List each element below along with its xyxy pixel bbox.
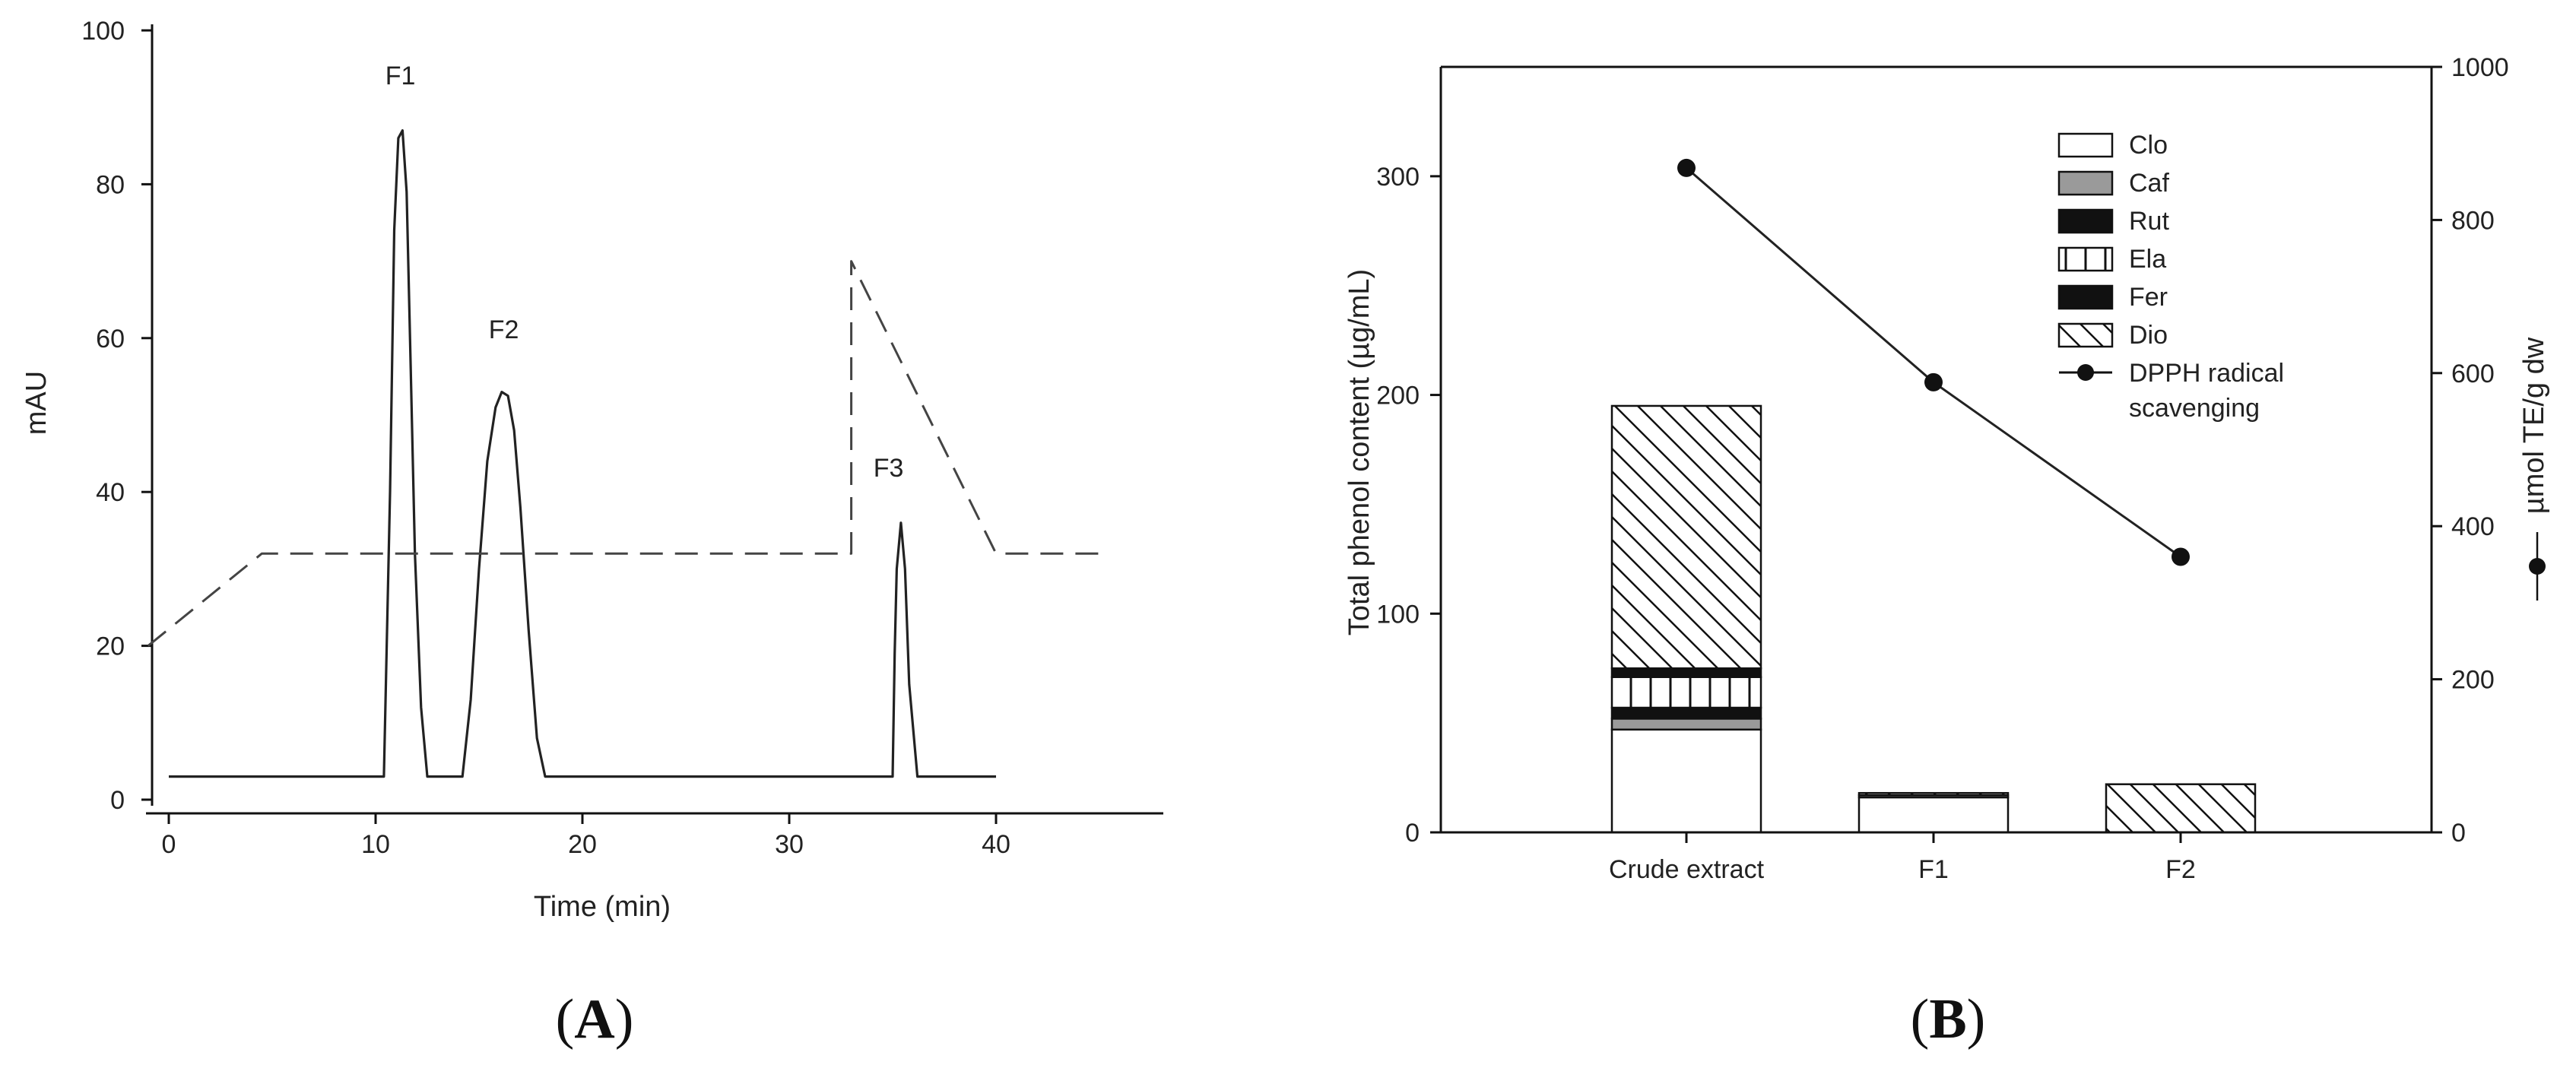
panel-b-legend-swatch — [2057, 322, 2114, 348]
panel-b-legend-item-caf: Caf — [2057, 169, 2169, 198]
panel-b-legend-swatch — [2057, 132, 2114, 158]
panel-a-x-tick-label: 30 — [775, 830, 804, 859]
panel-b-bar-f2 — [2105, 783, 2257, 834]
panel-b-legend-swatch — [2057, 208, 2114, 234]
panel-a-y-tick-label: 40 — [96, 478, 125, 507]
panel-b-legend-item-dpph: DPPH radical scavenging — [2059, 359, 2284, 423]
panel-b-legend-label: Ela — [2129, 245, 2166, 274]
panel-b-legend-label: scavenging — [2129, 394, 2260, 423]
panel-a-label-letter: A — [574, 988, 614, 1051]
panel-b-label: (B) — [1911, 988, 1986, 1051]
panel-b-label-close: ) — [1967, 988, 1986, 1051]
panel-b-y2-axis-title: µmol TE/g dw — [2518, 337, 2550, 514]
panel-a-peak-label-f3: F3 — [874, 454, 904, 483]
panel-a-gradient-line — [147, 260, 1099, 647]
panel-b-legend-item-ela: Ela — [2057, 245, 2166, 274]
panel-b-y-tick-label: 200 — [1376, 382, 1420, 410]
panel-a-x-tick-label: 10 — [361, 830, 390, 859]
panel-b-chart: 0 100 200 300 0 200 400 600 800 1000 Crude extract… — [1344, 53, 2550, 1051]
panel-b-legend-item-rut: Rut — [2057, 207, 2169, 236]
panel-a-label-close: ) — [615, 988, 634, 1051]
panel-b-legend-swatch — [2057, 170, 2114, 196]
panel-a-y-tick-label: 20 — [96, 632, 125, 661]
panel-b-label-letter: B — [1929, 988, 1966, 1051]
panel-b-x-tick-label: F1 — [1918, 855, 1949, 884]
panel-b-y2-axis-marker — [2529, 532, 2546, 601]
panel-b-y2-tick-label: 800 — [2451, 206, 2495, 235]
panel-a-peak-label-f2: F2 — [489, 315, 519, 344]
panel-a-label: (A) — [556, 988, 634, 1051]
panel-a-y-tick-label: 100 — [81, 17, 125, 46]
panel-b-bar-segment-dio — [1857, 791, 2010, 797]
panel-b-legend-marker — [2077, 364, 2094, 381]
panel-b-bar-segment-dio — [1610, 404, 1762, 670]
panel-b-bar-segment-fer — [1610, 667, 1762, 678]
panel-a-y-tick-label: 80 — [96, 170, 125, 199]
panel-a-y-axis-title: mAU — [21, 371, 52, 435]
panel-b-y-tick-label: 100 — [1376, 600, 1420, 629]
panel-b-bar-segment-caf — [1610, 718, 1762, 731]
panel-a-x-axis-title: Time (min) — [534, 891, 671, 923]
panel-b-y2-tick-label: 1000 — [2451, 53, 2509, 82]
panel-a-chromatogram-line — [169, 129, 996, 778]
panel-b-legend-label: Rut — [2129, 207, 2169, 236]
panel-b-y2-tick-label: 200 — [2451, 666, 2495, 695]
panel-a-y-tick-label: 0 — [110, 786, 125, 815]
panel-b-legend-swatch — [2057, 284, 2114, 310]
panel-a-axes: 0 20 40 60 80 100 0 10 20 30 40 — [81, 17, 1163, 859]
panel-b-dpph-point — [1677, 158, 1696, 177]
panel-b-bar-f1 — [1857, 791, 2010, 834]
panel-b-bar-crude-extract — [1610, 404, 1762, 834]
panel-b-axes: 0 100 200 300 0 200 400 600 800 1000 Crude extract… — [1376, 53, 2508, 884]
panel-b-x-tick-label: Crude extract — [1609, 855, 1765, 884]
panel-a-x-tick-label: 40 — [982, 830, 1010, 859]
panel-b-y-tick-label: 300 — [1376, 163, 1420, 192]
panel-b-legend-swatch — [2057, 246, 2114, 272]
panel-b-bar-segment-clo — [1857, 796, 2010, 834]
panel-a-x-tick-label: 0 — [162, 830, 176, 859]
panel-b-dpph-point — [2172, 547, 2190, 566]
panel-b-y-tick-label: 0 — [1405, 819, 1420, 848]
panel-a-label-open: ( — [556, 988, 575, 1051]
panel-b-y-axis-title: Total phenol content (µg/mL) — [1344, 269, 1375, 635]
panel-b-y2-tick-label: 600 — [2451, 360, 2495, 388]
panel-b-bar-segment-dio — [2105, 783, 2257, 834]
panel-a-peak-label-f1: F1 — [385, 62, 416, 90]
panel-b-y2-tick-label: 400 — [2451, 512, 2495, 541]
panel-a-y-tick-label: 60 — [96, 325, 125, 353]
panel-b-bar-segment-clo — [1610, 728, 1762, 834]
panel-b-legend-label: Caf — [2129, 169, 2169, 198]
panel-b-legend-label: Fer — [2129, 283, 2168, 312]
panel-b-x-tick-label: F2 — [2165, 855, 2196, 884]
panel-b-bar-segment-ela — [1610, 676, 1762, 709]
panel-b-legend-label: DPPH radical — [2129, 359, 2284, 388]
panel-b-label-open: ( — [1911, 988, 1930, 1051]
panel-a-x-tick-label: 20 — [568, 830, 597, 859]
panel-b-legend-label: Clo — [2129, 131, 2168, 160]
panel-b-bar-segment-rut — [1610, 706, 1762, 720]
panel-b-legend-item-dio: Dio — [2057, 321, 2168, 350]
panel-b-legend: Clo Caf Rut Ela Fer Dio DPPH radical scavenging — [2057, 131, 2284, 423]
panel-b-legend-label: Dio — [2129, 321, 2168, 350]
panel-b-y2-tick-label: 0 — [2451, 819, 2466, 848]
panel-b-legend-item-fer: Fer — [2057, 283, 2168, 312]
panel-b-legend-item-clo: Clo — [2057, 131, 2168, 160]
panel-b-dpph-point — [1924, 372, 1943, 391]
